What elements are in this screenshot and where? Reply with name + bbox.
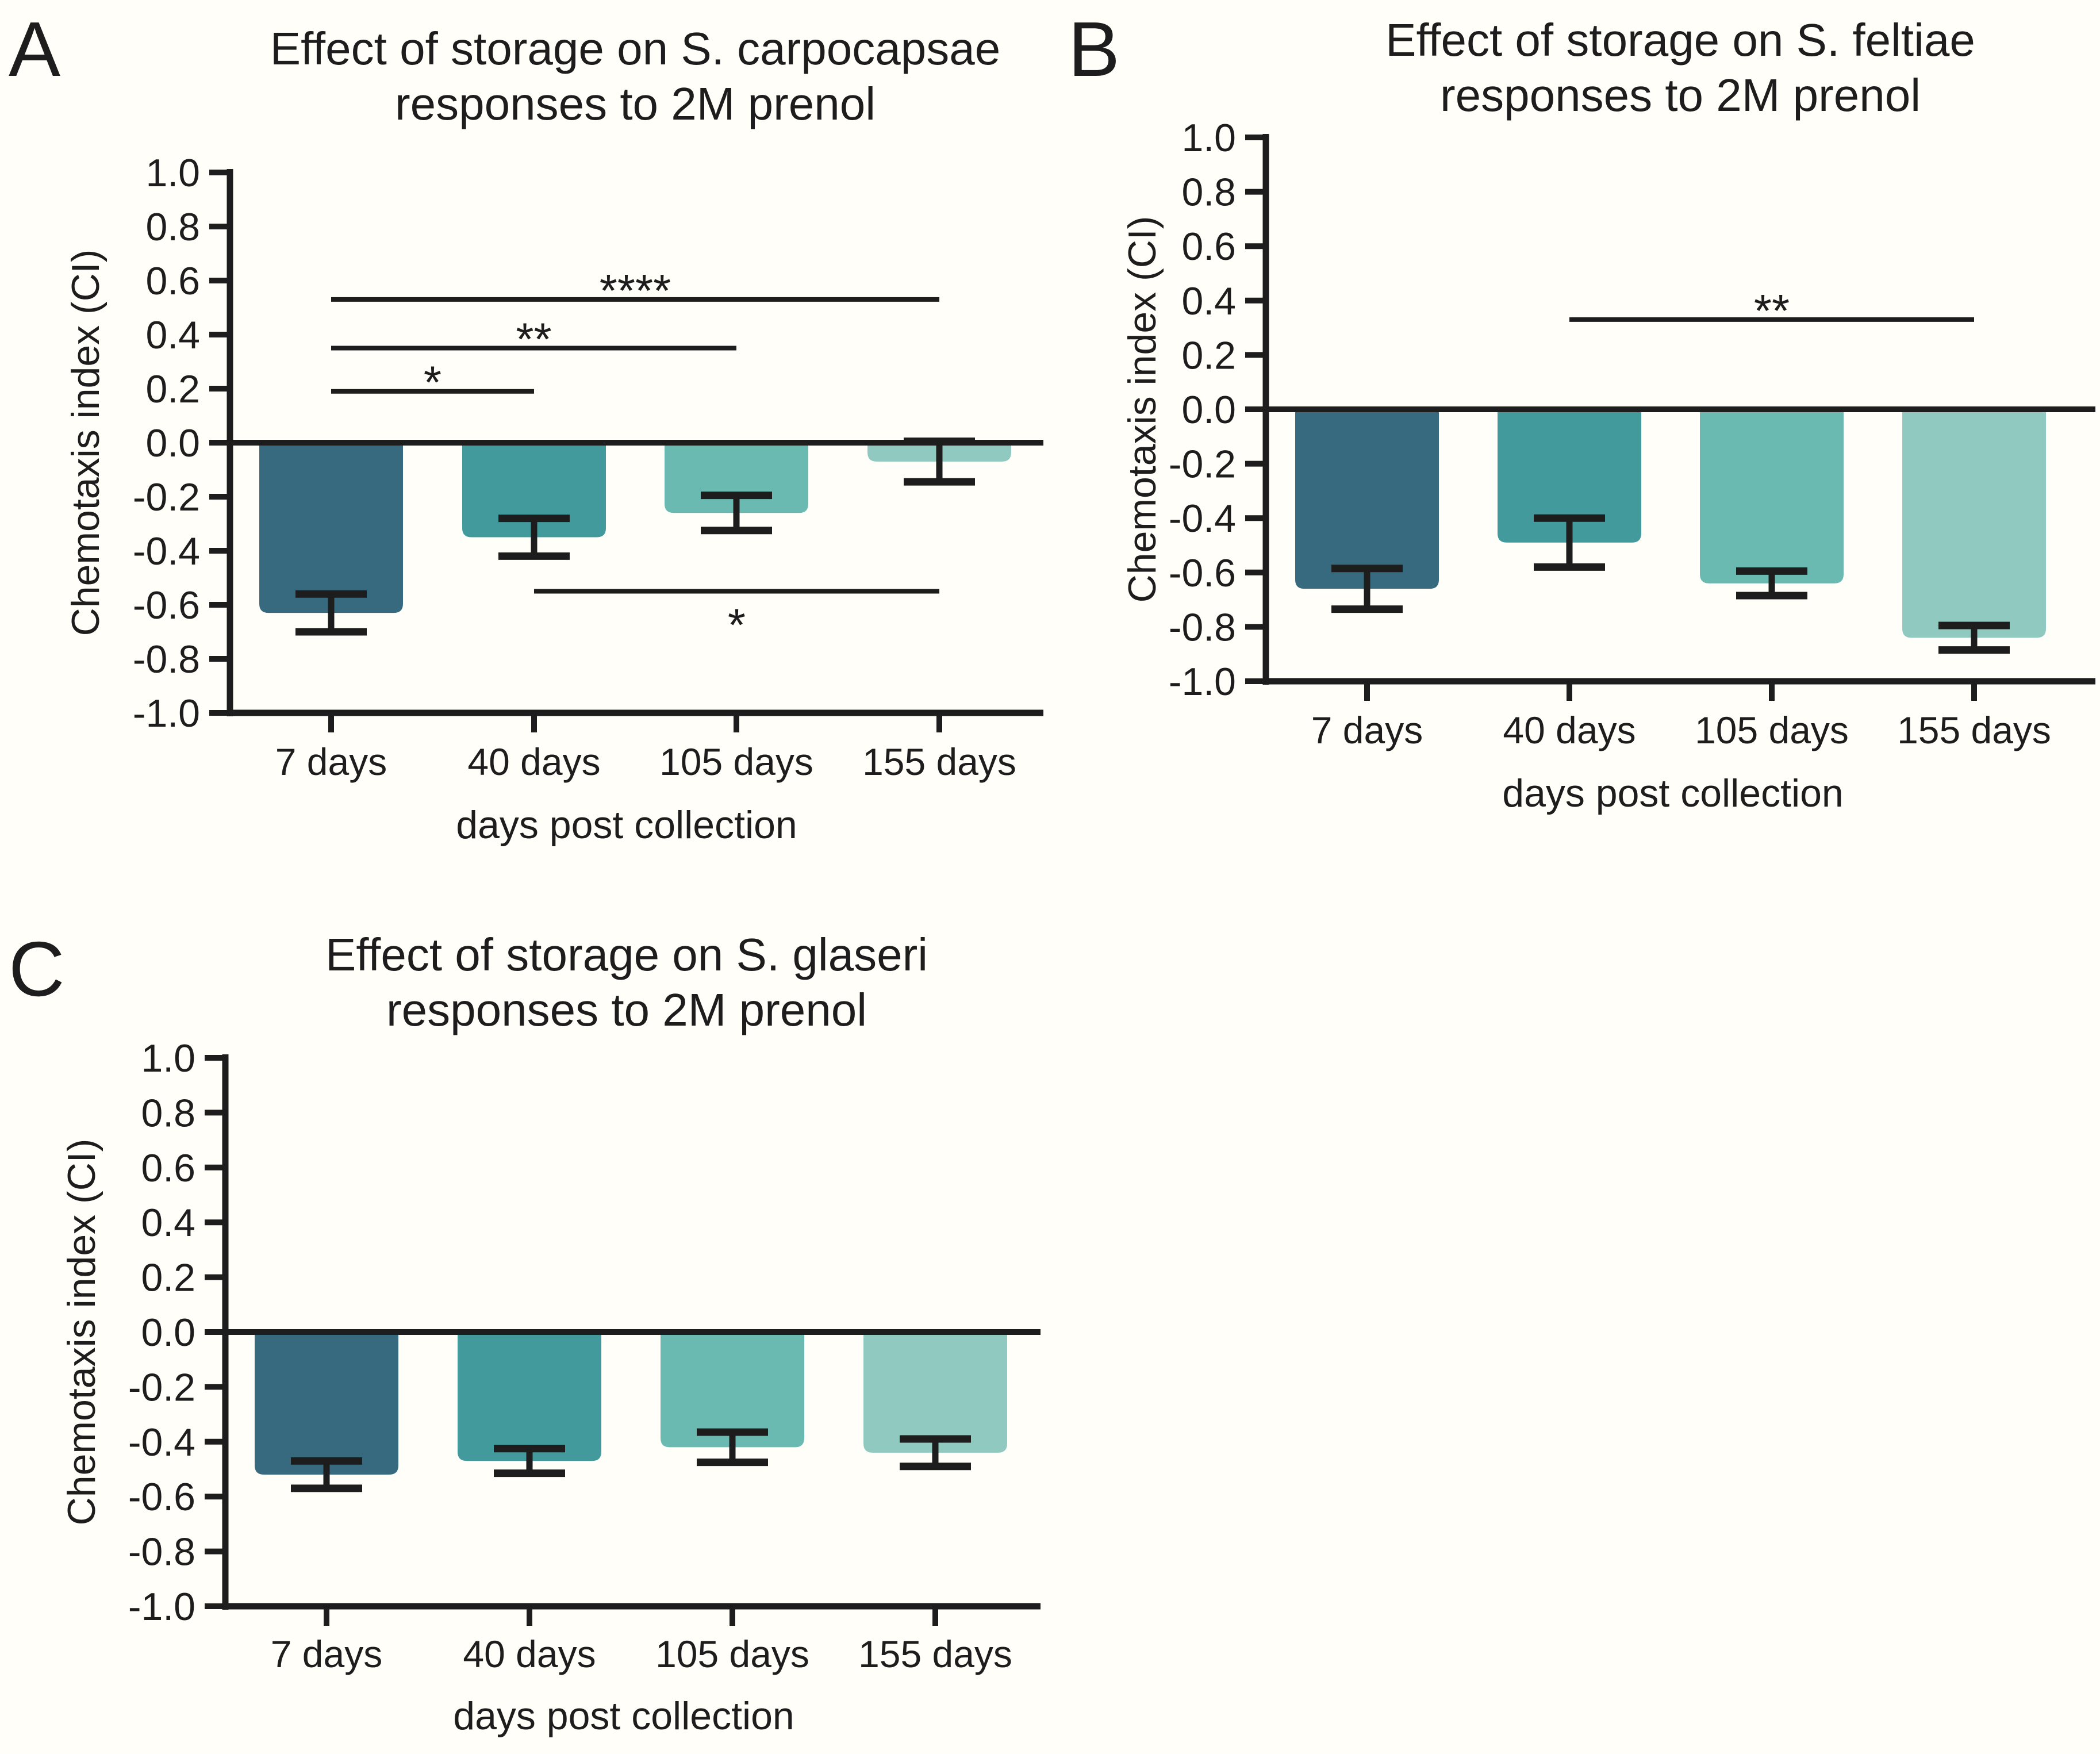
chart-title-line2: responses to 2M prenol	[395, 78, 876, 129]
significance-stars: **	[516, 314, 551, 365]
y-tick-label: -0.8	[128, 1530, 195, 1574]
bar-40-days	[1498, 409, 1641, 543]
bar-105-days	[661, 1332, 804, 1448]
y-tick-label: -1.0	[1169, 660, 1236, 704]
x-tick-label: 155 days	[858, 1633, 1012, 1675]
x-tick-label: 7 days	[275, 740, 387, 783]
y-tick-label: 0.4	[145, 313, 200, 357]
chart-title-line1: Effect of storage on S. carpocapsae	[270, 23, 1000, 74]
chart-title-line1: Effect of storage on S. glaseri	[325, 929, 928, 980]
chart-title-line2: responses to 2M prenol	[386, 984, 867, 1035]
bar-40-days	[462, 443, 606, 538]
y-axis-label: Chemotaxis index (CI)	[60, 1139, 103, 1526]
bar-105-days	[1700, 409, 1844, 584]
y-tick-label: -0.2	[133, 475, 200, 519]
x-tick-label: 40 days	[467, 740, 600, 783]
y-tick-label: 0.4	[1181, 279, 1236, 323]
x-axis-label: days post collection	[453, 1694, 794, 1738]
y-tick-label: 0.2	[1181, 333, 1236, 377]
chart-panel-b: Effect of storage on S. feltiaeresponses…	[1120, 14, 2095, 815]
y-tick-label: 0.8	[145, 205, 200, 249]
y-tick-label: -0.2	[128, 1365, 195, 1409]
y-tick-label: -0.6	[128, 1475, 195, 1519]
x-tick-label: 7 days	[271, 1633, 382, 1675]
x-tick-label: 40 days	[463, 1633, 596, 1675]
chart-title-line1: Effect of storage on S. feltiae	[1385, 14, 1975, 66]
y-tick-label: -1.0	[128, 1585, 195, 1629]
y-tick-label: 0.4	[141, 1201, 195, 1245]
panel-b-letter: B	[1068, 6, 1120, 93]
y-tick-label: 0.8	[141, 1091, 195, 1135]
significance-stars: ****	[600, 265, 671, 316]
y-tick-label: -0.4	[1169, 497, 1236, 540]
y-tick-label: 0.8	[1181, 171, 1236, 214]
x-tick-label: 7 days	[1311, 709, 1423, 751]
y-tick-label: -0.6	[1169, 551, 1236, 595]
y-tick-label: -0.8	[1169, 605, 1236, 649]
y-tick-label: 0.6	[141, 1146, 195, 1190]
y-tick-label: -0.6	[133, 584, 200, 627]
y-tick-label: 0.0	[1181, 388, 1236, 432]
chart-title-line2: responses to 2M prenol	[1440, 70, 1921, 121]
y-tick-label: 1.0	[1181, 116, 1236, 160]
panel-c-letter: C	[9, 926, 65, 1012]
bar-7-days	[1295, 409, 1439, 589]
y-tick-label: 0.0	[141, 1311, 195, 1354]
bar-155-days	[1902, 409, 2046, 638]
significance-stars: *	[424, 357, 442, 408]
chart-panel-c: Effect of storage on S. glaseriresponses…	[60, 929, 1041, 1738]
y-tick-label: -0.4	[128, 1421, 195, 1464]
significance-stars: *	[728, 600, 746, 651]
bar-7-days	[259, 443, 403, 613]
x-tick-label: 105 days	[1695, 709, 1849, 751]
x-axis-label: days post collection	[1502, 772, 1843, 815]
y-tick-label: 1.0	[141, 1037, 195, 1080]
chart-panel-a: Effect of storage on S. carpocapsaerespo…	[64, 23, 1043, 847]
x-tick-label: 40 days	[1503, 709, 1636, 751]
y-tick-label: 0.0	[145, 421, 200, 465]
y-tick-label: 0.2	[141, 1256, 195, 1300]
x-tick-label: 105 days	[655, 1633, 809, 1675]
panel-a-letter: A	[9, 6, 61, 93]
bar-40-days	[458, 1332, 601, 1461]
y-tick-label: -0.8	[133, 638, 200, 681]
x-tick-label: 105 days	[659, 740, 813, 783]
y-axis-label: Chemotaxis index (CI)	[64, 250, 108, 636]
significance-stars: **	[1754, 285, 1790, 336]
x-axis-label: days post collection	[456, 803, 797, 847]
y-tick-label: 0.2	[145, 367, 200, 411]
y-tick-label: 0.6	[145, 259, 200, 303]
x-tick-label: 155 days	[862, 740, 1016, 783]
y-tick-label: 0.6	[1181, 225, 1236, 268]
bar-7-days	[255, 1332, 398, 1475]
bar-155-days	[863, 1332, 1007, 1453]
y-tick-label: 1.0	[145, 151, 200, 195]
y-axis-label: Chemotaxis index (CI)	[1120, 216, 1164, 603]
y-tick-label: -0.2	[1169, 443, 1236, 486]
x-tick-label: 155 days	[1897, 709, 2051, 751]
y-tick-label: -0.4	[133, 529, 200, 573]
y-tick-label: -1.0	[133, 692, 200, 735]
bar-105-days	[665, 443, 808, 513]
